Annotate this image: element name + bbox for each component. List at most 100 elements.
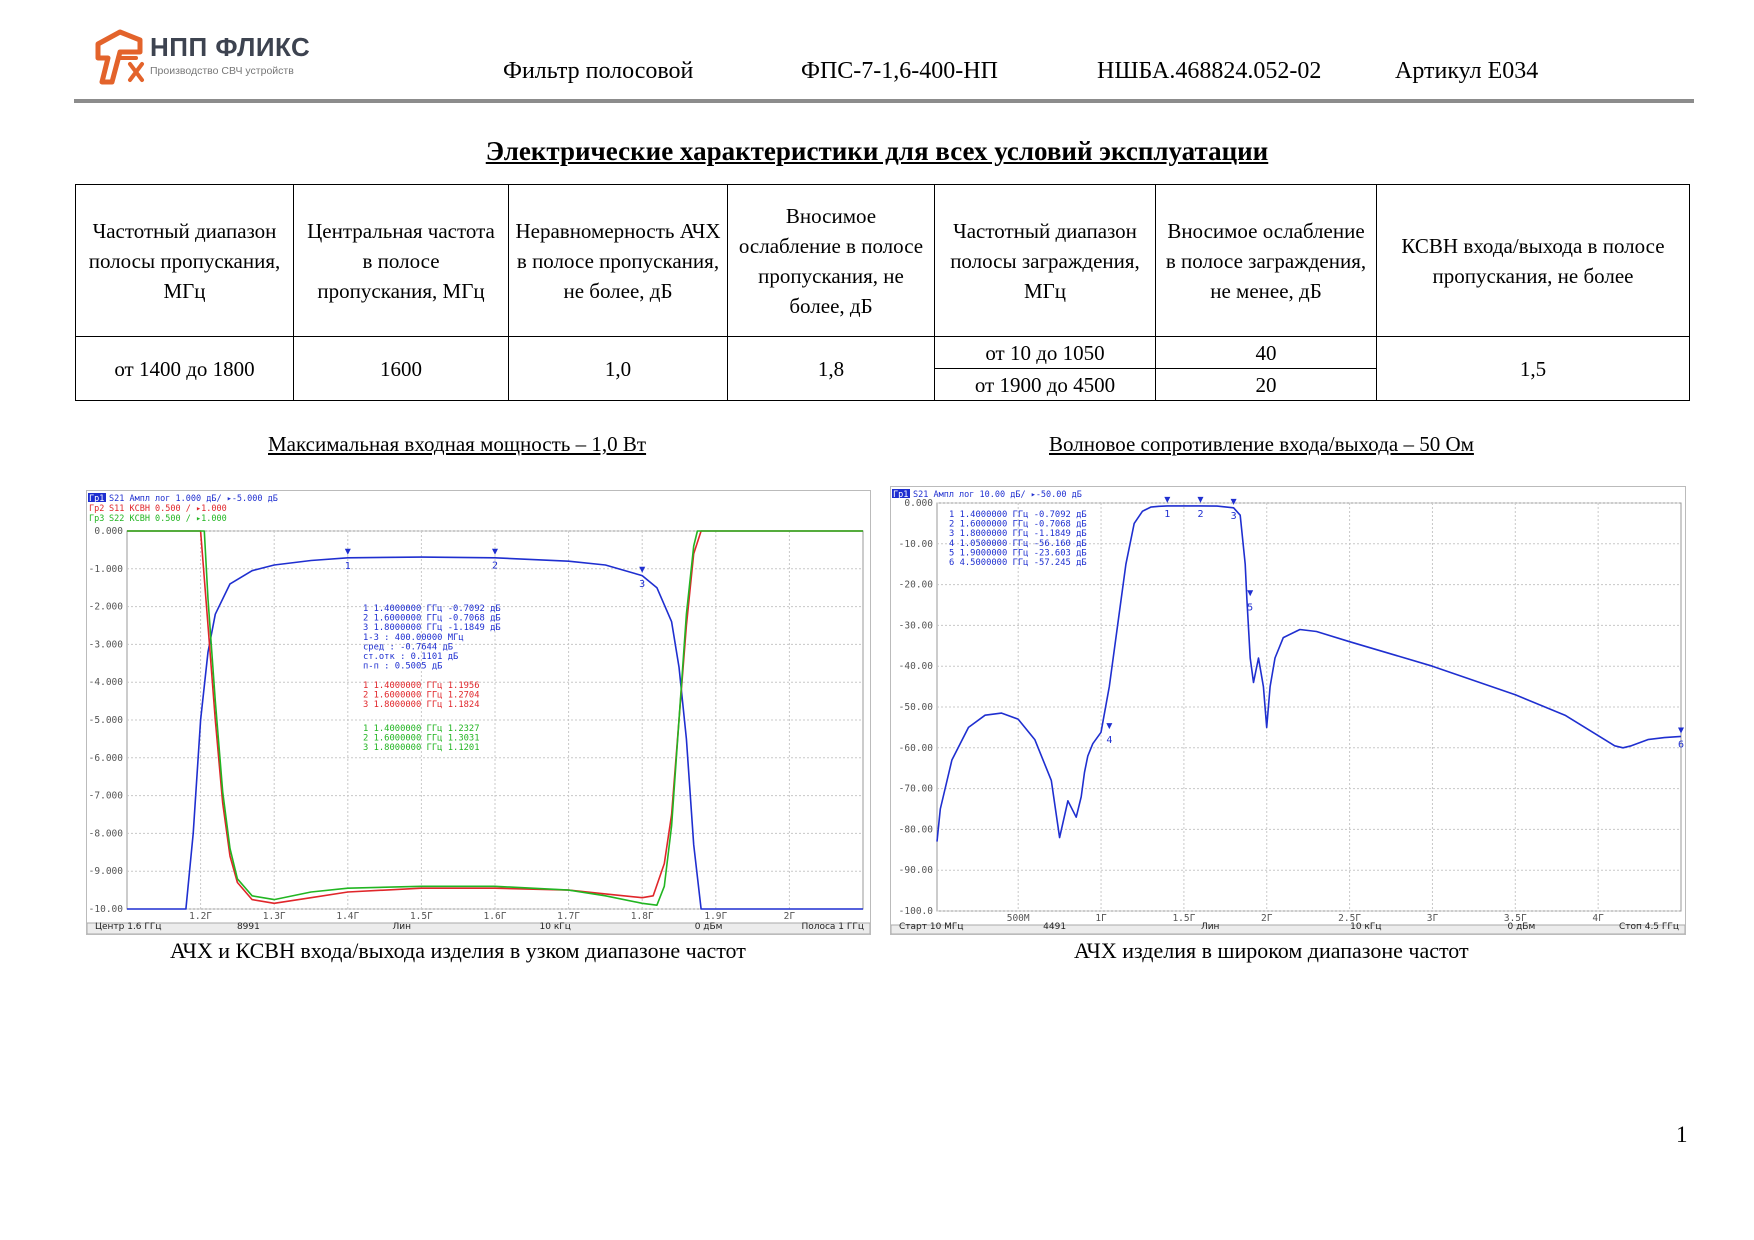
y-tick-label: -90.00 bbox=[899, 865, 934, 876]
marker-readout-s21: сред : -0.7644 дБ bbox=[363, 642, 453, 652]
marker-triangle bbox=[1164, 496, 1171, 503]
status-field: 10 кГц bbox=[540, 922, 571, 932]
y-tick-label: -10.00 bbox=[899, 539, 934, 550]
status-field: 0 дБм bbox=[1508, 922, 1536, 932]
marker-label: 4 bbox=[1106, 735, 1112, 746]
marker-label: 6 bbox=[1678, 740, 1684, 751]
product-designation: НШБА.468824.052-02 bbox=[1097, 58, 1322, 84]
chart-svg: 0.000 -1.000 -2.000 -3.000 -4.000 -5.000 -6.00… bbox=[87, 493, 870, 934]
status-field: 8991 bbox=[237, 922, 260, 932]
product-model: ФПС-7-1,6-400-НП bbox=[801, 58, 998, 84]
vswr-cell: 1,5 bbox=[1376, 336, 1690, 401]
y-tick-label: -40.00 bbox=[899, 661, 934, 672]
marker-readout-s21: 2 1.6000000 ГГц -0.7068 дБ bbox=[363, 614, 501, 624]
table-row: от 1400 до 1800 1600 1,0 1,8 от 10 до 10… bbox=[75, 336, 1690, 401]
legend-entry: S22 КСВН 0.500 / ▸1.000 bbox=[109, 514, 227, 524]
marker-triangle bbox=[492, 548, 498, 555]
x-tick-label: 2Г bbox=[784, 911, 796, 922]
marker-readout-s21: 3 1.8000000 ГГц -1.1849 дБ bbox=[949, 529, 1087, 539]
y-tick-label: -4.000 bbox=[89, 677, 124, 688]
status-field: 10 кГц bbox=[1350, 922, 1381, 932]
marker-label: 3 bbox=[1231, 511, 1237, 522]
company-name: НПП ФЛИКС bbox=[150, 32, 311, 62]
table-row: от 1900 до 4500 20 bbox=[76, 368, 1690, 401]
table-header: Частотный диапазон полосы заграждения, М… bbox=[934, 184, 1156, 337]
stop-atten-cell: 40 bbox=[1155, 336, 1377, 369]
header-divider bbox=[74, 99, 1694, 103]
y-tick-label: -1.000 bbox=[89, 564, 124, 575]
chart-svg: 0.000 -10.00 -20.00 -30.00 -40.00 -50.00 -60.0… bbox=[891, 489, 1685, 934]
table-header: Центральная частота в полосе пропускания… bbox=[293, 184, 509, 337]
page-number: 1 bbox=[1676, 1122, 1688, 1147]
company-logo: НПП ФЛИКС Производство СВЧ устройств bbox=[90, 28, 310, 88]
y-tick-label: -2.000 bbox=[89, 602, 124, 613]
status-field: Стоп 4.5 ГГц bbox=[1619, 922, 1679, 932]
marker-readout-s22: 2 1.6000000 ГГц 1.3031 bbox=[363, 734, 480, 744]
marker-label: 2 bbox=[1197, 509, 1203, 520]
x-tick-label: 1.4Г bbox=[336, 911, 359, 922]
x-tick-label: 1.5Г bbox=[410, 911, 433, 922]
marker-readout-s21: 1 1.4000000 ГГц -0.7092 дБ bbox=[949, 510, 1087, 520]
wideband-caption: АЧХ изделия в широком диапазоне частот bbox=[1074, 938, 1469, 963]
stop-atten-cell: 20 bbox=[1155, 368, 1377, 401]
product-type: Фильтр полосовой bbox=[503, 58, 694, 84]
marker-readout-s22: 1 1.4000000 ГГц 1.2327 bbox=[363, 724, 480, 734]
table-header: Неравномерность АЧХ в полосе пропускания… bbox=[508, 184, 728, 337]
marker-readout-s11: 1 1.4000000 ГГц 1.1956 bbox=[363, 681, 480, 691]
table-header: Частотный диапазон полосы пропускания, М… bbox=[75, 184, 294, 337]
y-tick-label: 0.000 bbox=[94, 526, 123, 537]
marker-triangle bbox=[1197, 496, 1204, 503]
legend-tag: Гр1 bbox=[89, 494, 104, 504]
marker-readout-s11: 2 1.6000000 ГГц 1.2704 bbox=[363, 691, 480, 701]
series-s21-line bbox=[127, 556, 863, 910]
status-field: Лин bbox=[1201, 922, 1220, 932]
status-field: Полоса 1 ГГц bbox=[801, 922, 864, 932]
insertion-loss-cell: 1,8 bbox=[727, 336, 935, 401]
center-freq-cell: 1600 bbox=[293, 336, 509, 401]
y-tick-label: -20.00 bbox=[899, 580, 934, 591]
x-tick-label: 1.7Г bbox=[557, 911, 580, 922]
status-bar bbox=[87, 922, 870, 934]
table-header-row: Частотный диапазон полосы пропускания, М… bbox=[75, 184, 1690, 337]
x-tick-label: 1.8Г bbox=[631, 911, 654, 922]
y-tick-label: -6.000 bbox=[89, 753, 124, 764]
y-tick-label: -5.000 bbox=[89, 715, 124, 726]
marker-readout-s21: 1 1.4000000 ГГц -0.7092 дБ bbox=[363, 604, 501, 614]
marker-readout-s21: ст.отк : 0.1101 дБ bbox=[363, 652, 458, 662]
series-s22-line bbox=[127, 530, 863, 907]
marker-readout-s21: 6 4.5000000 ГГц -57.245 дБ bbox=[949, 558, 1087, 568]
status-field: Старт 10 МГц bbox=[899, 922, 964, 932]
marker-label: 1 bbox=[345, 561, 351, 572]
legend-tag: Гр3 bbox=[89, 514, 104, 524]
active-trace-tag bbox=[892, 489, 910, 498]
x-tick-label: 500М bbox=[1007, 913, 1030, 924]
company-tagline: Производство СВЧ устройств bbox=[150, 65, 294, 77]
marker-triangle bbox=[1106, 723, 1113, 730]
x-tick-label: 2Г bbox=[1261, 913, 1273, 924]
marker-triangle bbox=[1678, 727, 1684, 734]
y-tick-label: 0.000 bbox=[904, 498, 933, 509]
status-bar bbox=[891, 924, 1685, 934]
passband-cell: от 1400 до 1800 bbox=[75, 336, 294, 401]
legend-tag: Гр1 bbox=[893, 490, 908, 500]
marker-triangle bbox=[344, 548, 351, 555]
narrowband-chart: 0.000 -1.000 -2.000 -3.000 -4.000 -5.000 -6.00… bbox=[86, 490, 871, 935]
y-tick-label: -50.00 bbox=[899, 702, 934, 713]
marker-readout-s21: п-п : 0.5005 дБ bbox=[363, 662, 442, 672]
x-tick-label: 1Г bbox=[1095, 913, 1107, 924]
marker-triangle bbox=[1230, 498, 1237, 505]
y-tick-label: -3.000 bbox=[89, 639, 124, 650]
marker-readout-s21: 1-3 : 400.00000 МГц bbox=[363, 633, 464, 643]
marker-label: 5 bbox=[1247, 602, 1253, 613]
y-tick-label: -30.00 bbox=[899, 620, 934, 631]
legend-entry: S11 КСВН 0.500 / ▸1.000 bbox=[109, 504, 227, 514]
page-title: Электрические характеристики для всех ус… bbox=[485, 136, 1269, 166]
table-header: КСВН входа/выхода в полосе пропускания, … bbox=[1376, 184, 1690, 337]
product-article: Артикул Е034 bbox=[1395, 58, 1539, 84]
marker-readout-s21: 4 1.0500000 ГГц -56.160 дБ bbox=[949, 539, 1087, 549]
series-s21-line bbox=[936, 505, 1682, 842]
y-tick-label: -60.00 bbox=[899, 743, 934, 754]
status-field: 4491 bbox=[1043, 922, 1066, 932]
wideband-chart: 0.000 -10.00 -20.00 -30.00 -40.00 -50.00 -60.0… bbox=[890, 486, 1686, 935]
marker-readout-s11: 3 1.8000000 ГГц 1.1824 bbox=[363, 700, 480, 710]
